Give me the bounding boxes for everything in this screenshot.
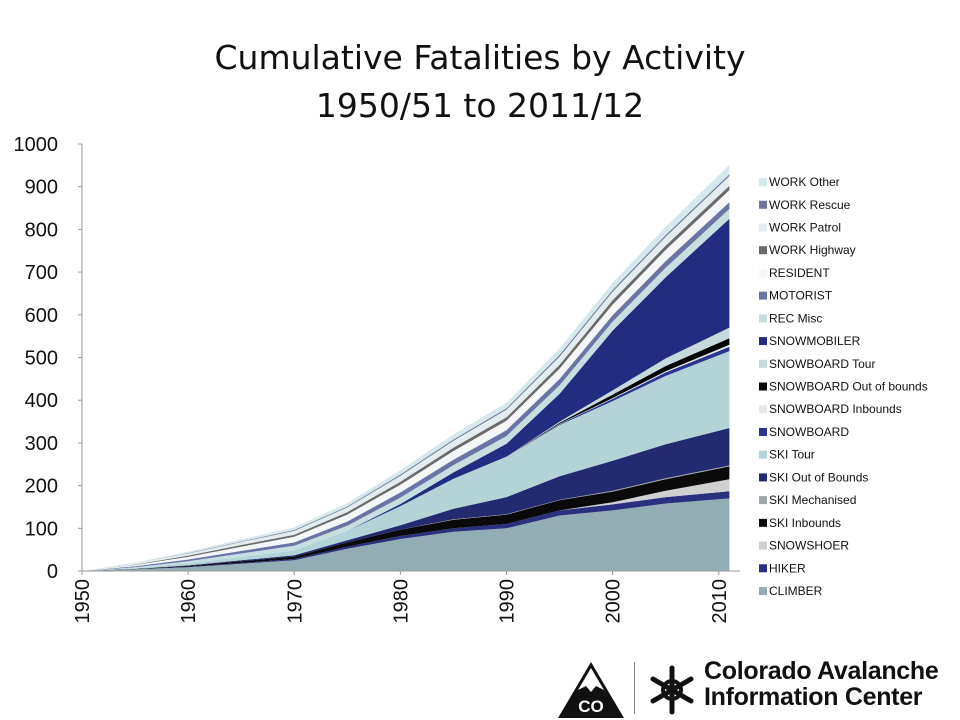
y-tick-label: 900 — [25, 177, 58, 199]
x-tick-label: 2010 — [709, 579, 731, 624]
organization-name-line-2: Information Center — [704, 683, 923, 711]
logo-divider — [634, 662, 635, 714]
legend: CLIMBER HIKER SNOWSHOER SKI Inbounds SKI Mec… — [759, 175, 928, 598]
area-layers — [82, 164, 730, 572]
legend-label: SKI Inbounds — [769, 516, 841, 530]
snowflake-icon — [650, 665, 694, 715]
y-tick-label: 700 — [25, 262, 58, 284]
legend-swatch — [759, 496, 767, 505]
x-tick-label: 1980 — [390, 579, 412, 624]
legend-swatch — [759, 564, 767, 573]
legend-label: SKI Out of Bounds — [769, 470, 868, 484]
x-tick-label: 1950 — [72, 579, 94, 624]
legend-swatch — [759, 178, 767, 187]
y-tick-label: 600 — [25, 305, 58, 327]
y-tick-label: 200 — [25, 476, 58, 498]
legend-swatch — [759, 587, 767, 595]
legend-swatch — [759, 337, 767, 346]
legend-item: WORK Highway — [759, 243, 856, 257]
legend-label: SNOWBOARD Tour — [769, 357, 875, 371]
legend-swatch — [759, 518, 767, 527]
legend-item: CLIMBER — [759, 584, 823, 598]
area-series-rec-misc — [82, 208, 730, 571]
legend-label: SNOWSHOER — [769, 539, 849, 553]
y-tick-label: 800 — [25, 219, 58, 241]
legend-swatch — [759, 291, 767, 300]
organization-name-line-1: Colorado Avalanche — [704, 657, 939, 685]
caic-logo: CO Colorado Avalanche Information Center — [556, 658, 956, 720]
x-tick-label: 1990 — [497, 579, 519, 624]
y-tick-label: 1000 — [14, 134, 59, 156]
area-series-ski-tour — [82, 351, 730, 571]
legend-item: SKI Tour — [759, 448, 815, 462]
legend-label: WORK Other — [769, 175, 840, 189]
logo-mark-text: CO — [578, 697, 604, 716]
legend-label: SNOWMOBILER — [769, 334, 861, 348]
legend-item: SNOWMOBILER — [759, 334, 861, 348]
legend-label: MOTORIST — [769, 289, 833, 303]
legend-item: WORK Rescue — [759, 198, 851, 212]
legend-label: HIKER — [769, 561, 806, 575]
x-tick-label: 1970 — [284, 579, 306, 624]
legend-item: SKI Inbounds — [759, 516, 841, 530]
legend-label: SKI Tour — [769, 448, 815, 462]
mountain-logo-icon: CO — [558, 662, 624, 718]
y-tick-label: 500 — [25, 348, 58, 370]
legend-swatch — [759, 200, 767, 209]
legend-item: SNOWBOARD Tour — [759, 357, 875, 371]
x-tick-label: 1960 — [178, 579, 200, 624]
legend-label: SKI Mechanised — [769, 493, 856, 507]
legend-item: SNOWBOARD — [759, 425, 849, 439]
legend-label: SNOWBOARD Inbounds — [769, 402, 902, 416]
legend-item: SNOWSHOER — [759, 539, 849, 553]
chart-title-line-1: Cumulative Fatalities by Activity — [214, 38, 746, 77]
legend-label: WORK Patrol — [769, 220, 841, 234]
legend-item: SNOWBOARD Out of bounds — [759, 380, 928, 394]
legend-item: SKI Mechanised — [759, 493, 856, 507]
legend-swatch — [759, 268, 767, 277]
legend-label: WORK Highway — [769, 243, 856, 257]
legend-item: SKI Out of Bounds — [759, 470, 868, 484]
legend-swatch — [759, 473, 767, 482]
chart-title-line-2: 1950/51 to 2011/12 — [315, 86, 645, 125]
legend-label: WORK Rescue — [769, 198, 851, 212]
x-tick-label: 2000 — [603, 579, 625, 624]
legend-swatch — [759, 541, 767, 550]
legend-swatch — [759, 359, 767, 368]
legend-label: REC Misc — [769, 311, 822, 325]
legend-item: HIKER — [759, 561, 806, 575]
area-series-snowmobiler — [82, 218, 730, 571]
legend-item: MOTORIST — [759, 289, 833, 303]
legend-swatch — [759, 427, 767, 436]
legend-item: SNOWBOARD Inbounds — [759, 402, 902, 416]
legend-item: RESIDENT — [759, 266, 830, 280]
legend-label: RESIDENT — [769, 266, 830, 280]
y-tick-label: 0 — [47, 561, 58, 583]
legend-swatch — [759, 450, 767, 459]
area-series-climber — [82, 498, 730, 571]
legend-swatch — [759, 246, 767, 255]
y-tick-label: 400 — [25, 390, 58, 412]
legend-label: CLIMBER — [769, 584, 823, 598]
legend-label: SNOWBOARD Out of bounds — [769, 380, 928, 394]
legend-swatch — [759, 382, 767, 391]
legend-swatch — [759, 223, 767, 232]
legend-label: SNOWBOARD — [769, 425, 849, 439]
area-series-hiker — [82, 491, 730, 571]
legend-swatch — [759, 405, 767, 414]
organization-name: Colorado Avalanche Information Center — [704, 657, 939, 711]
legend-swatch — [759, 314, 767, 323]
legend-item: WORK Patrol — [759, 220, 841, 234]
y-tick-label: 300 — [25, 433, 58, 455]
legend-item: WORK Other — [759, 175, 840, 189]
legend-item: REC Misc — [759, 311, 822, 325]
y-tick-label: 100 — [25, 518, 58, 540]
